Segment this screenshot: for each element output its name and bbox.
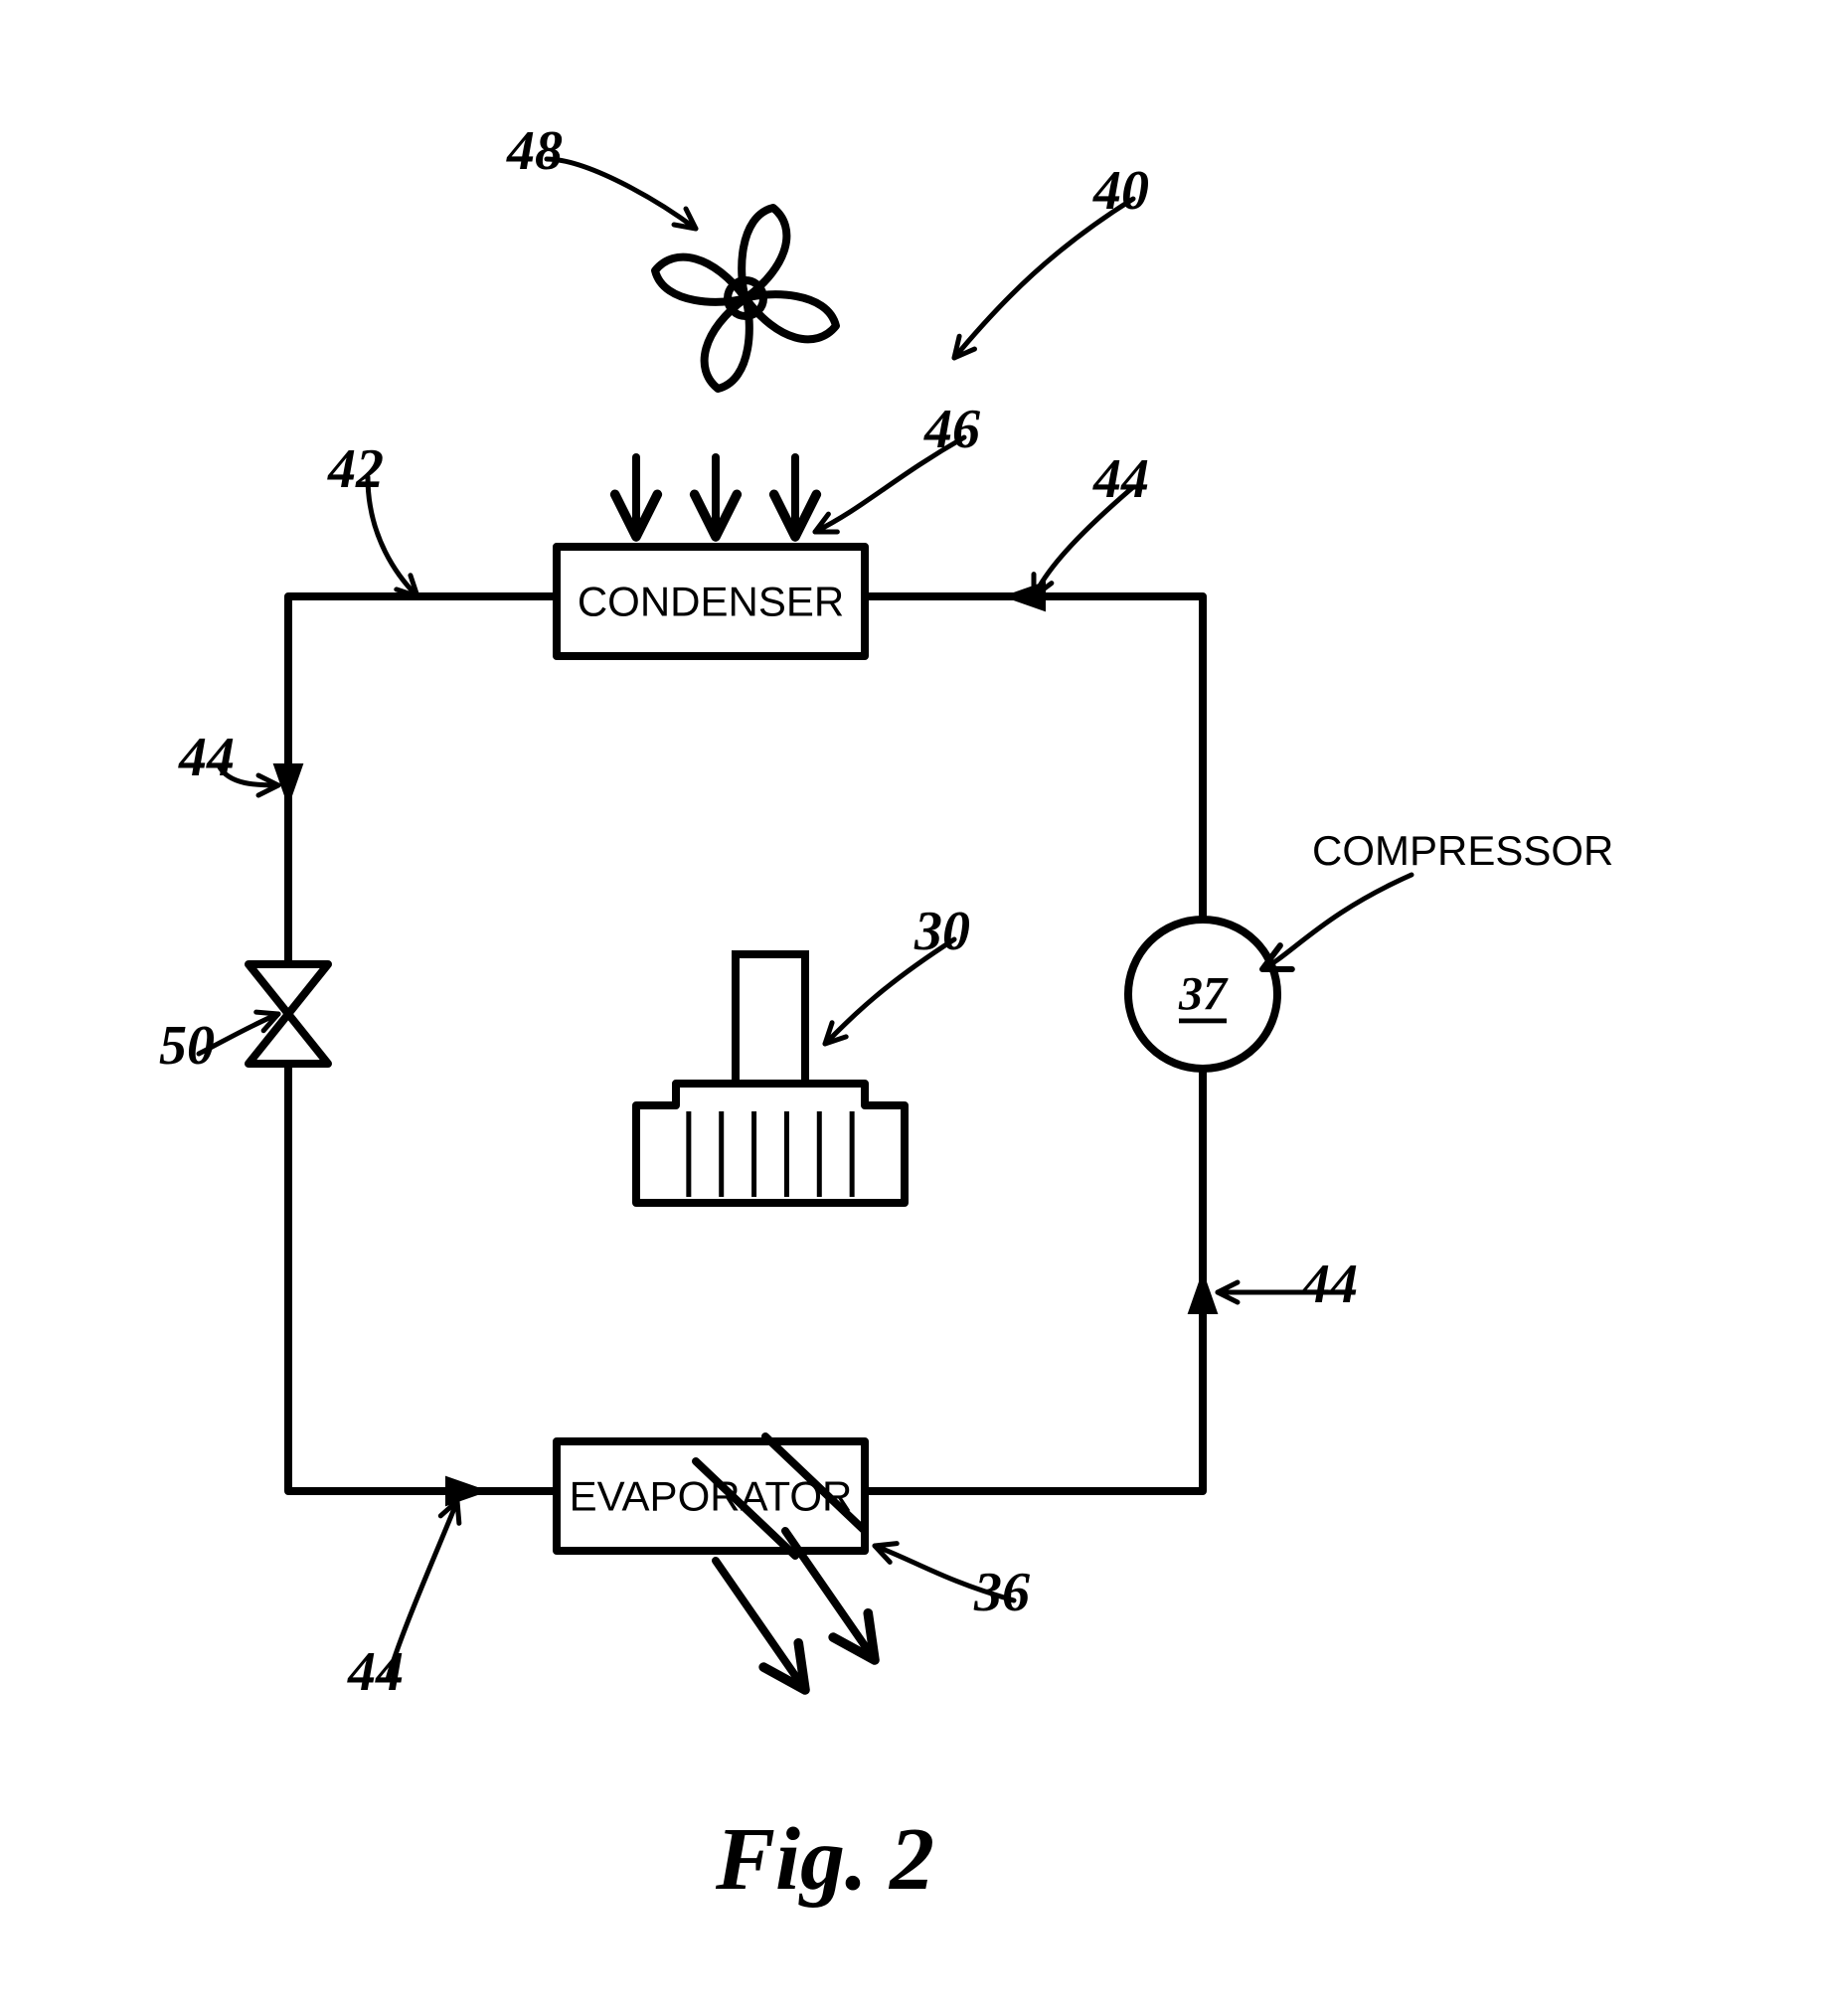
heatsink-icon [636, 954, 905, 1203]
ref-44: 44 [347, 1501, 457, 1703]
leader-line [1262, 875, 1411, 969]
ref-36: 36 [875, 1546, 1030, 1623]
ref-40: 40 [954, 160, 1149, 358]
compressor-label: COMPRESSOR [1312, 827, 1613, 874]
ref-44-label: 44 [178, 727, 235, 788]
ref-44: 44 [1218, 1254, 1358, 1315]
ref-50-label: 50 [159, 1015, 215, 1077]
leader-line [815, 437, 964, 532]
ref-40-label: 40 [1092, 160, 1149, 222]
expansion-valve [249, 964, 328, 1064]
ref-48-label: 48 [506, 120, 563, 182]
flow-arrow [1188, 1270, 1219, 1314]
refrigerant-line [288, 1064, 557, 1491]
leader-line [547, 159, 696, 229]
ref-30-label: 30 [913, 901, 970, 962]
airflow-arrow [716, 1561, 805, 1690]
fan-icon [650, 203, 842, 395]
condenser: CONDENSER [557, 547, 865, 656]
ref-46: 46 [815, 399, 980, 532]
ref-42: 42 [327, 438, 417, 596]
leader-line [954, 199, 1133, 358]
leader-line [825, 939, 954, 1044]
condenser-label: CONDENSER [578, 579, 844, 625]
refrigerant-line [865, 1069, 1203, 1491]
flow-arrow [445, 1476, 489, 1507]
refrigerant-line [288, 596, 557, 964]
evaporator: EVAPORATOR [557, 1441, 865, 1551]
ref-48: 48 [506, 120, 696, 229]
ref-44-label: 44 [1301, 1254, 1358, 1315]
refrigerant-line [865, 596, 1203, 920]
compressor-ref-num: 37 [1178, 968, 1229, 1021]
ref-44: 44 [1034, 448, 1149, 596]
leader-line [388, 1501, 457, 1680]
ref-42-label: 42 [327, 438, 384, 500]
ref-46-label: 46 [923, 399, 980, 460]
ref-30: 30 [825, 901, 970, 1044]
ref-44: 44 [178, 727, 278, 788]
figure-label: Fig. 2 [715, 1810, 934, 1909]
